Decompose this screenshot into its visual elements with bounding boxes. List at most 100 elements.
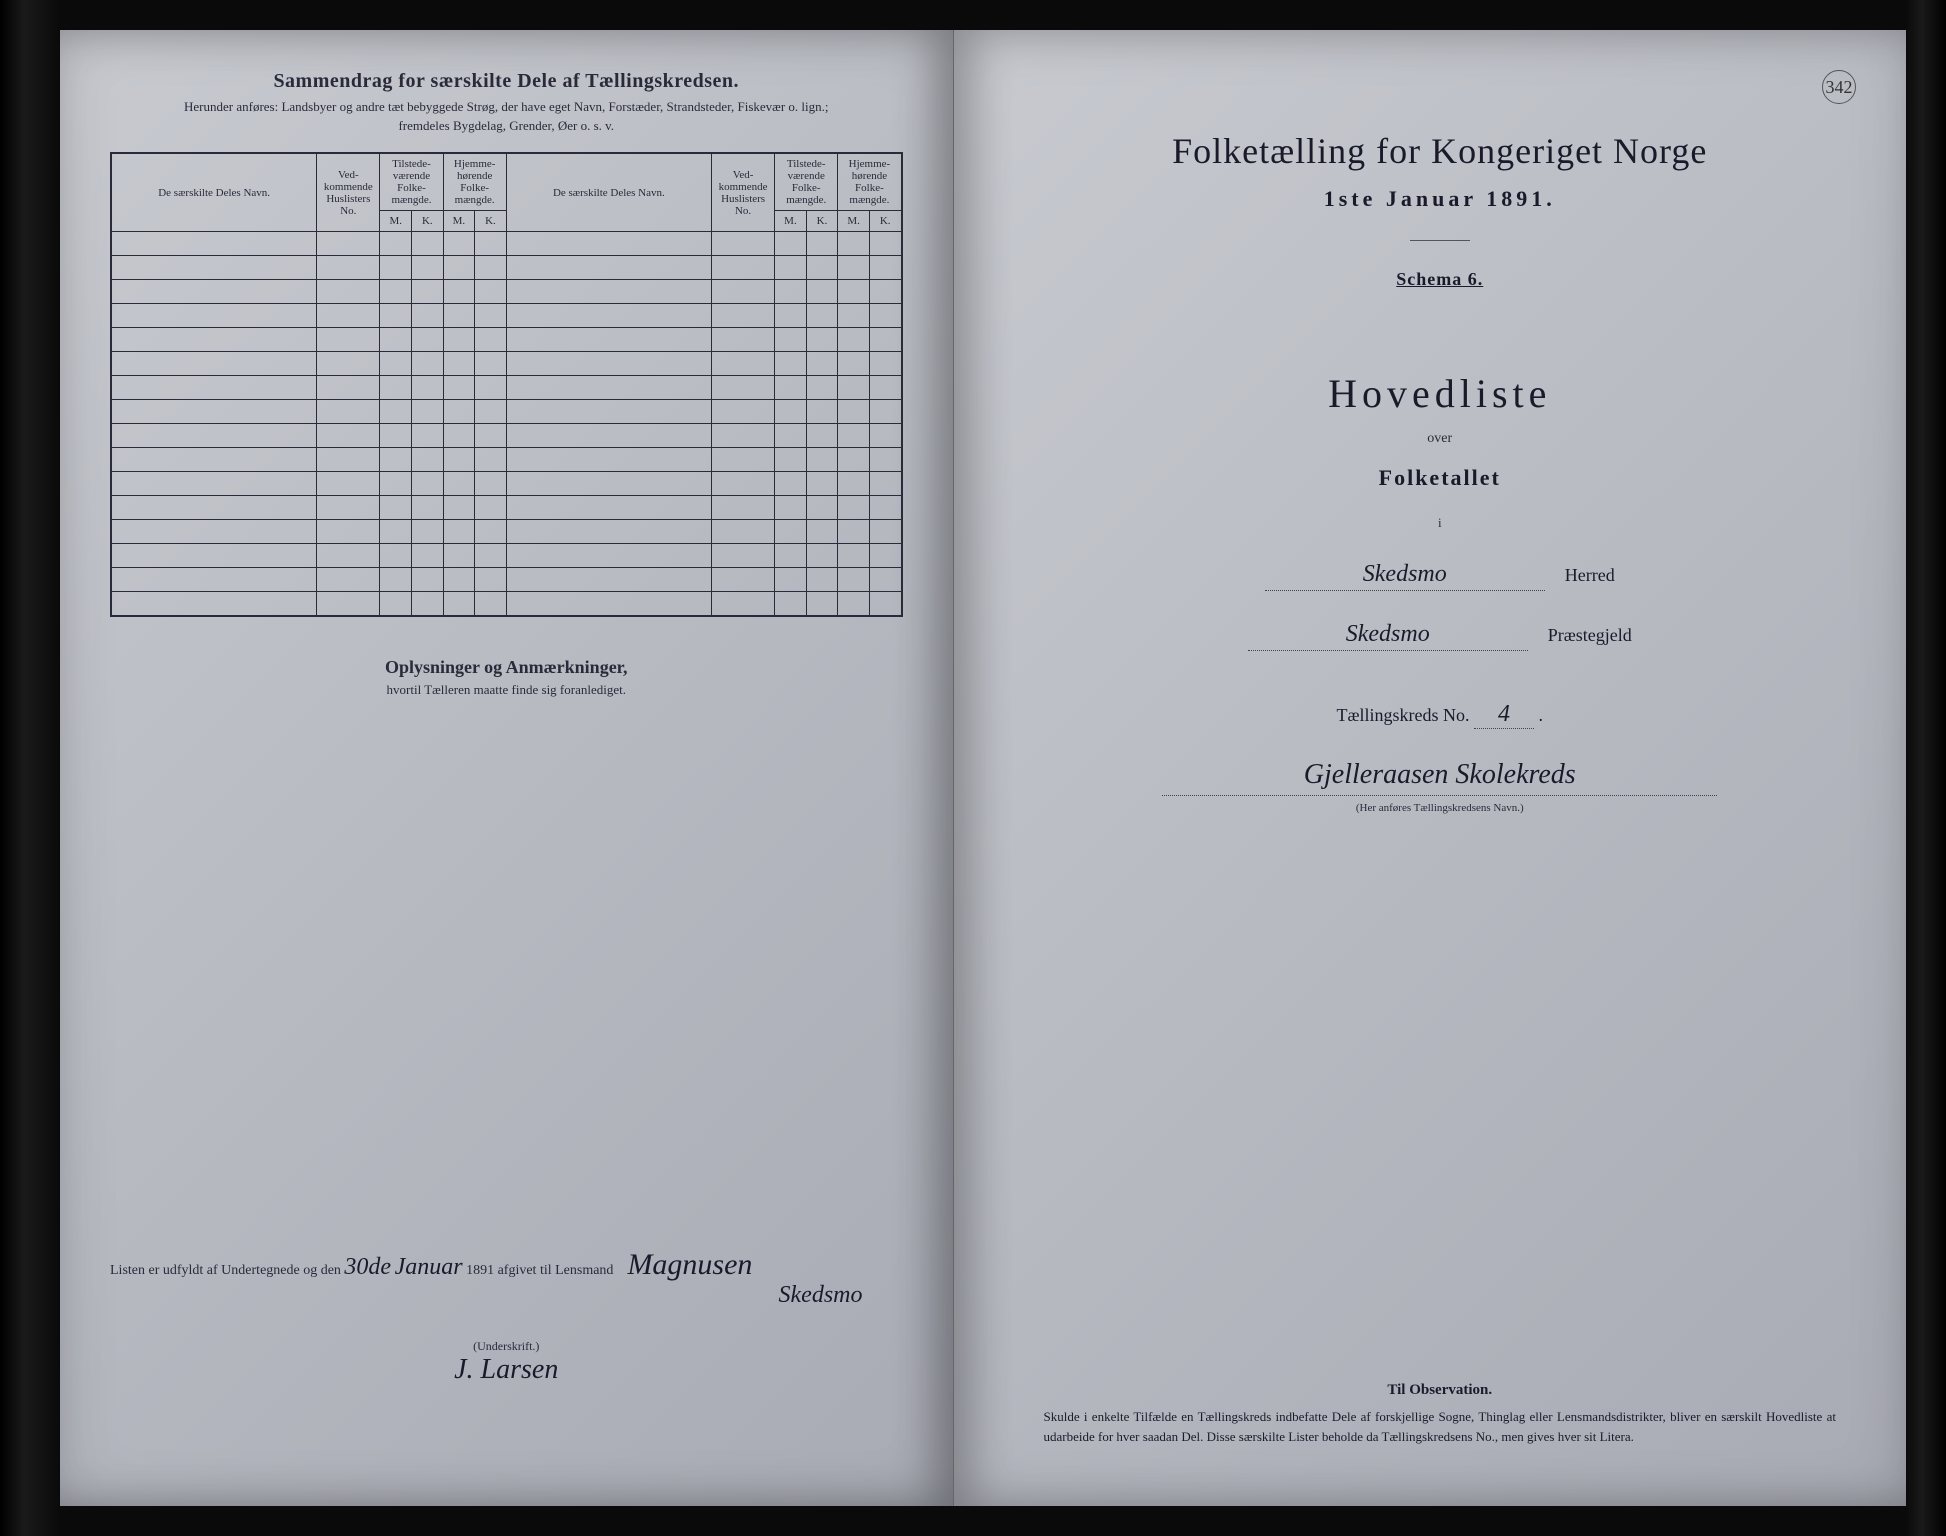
table-cell <box>443 304 475 328</box>
table-head: De særskilte Deles Navn. Ved-kommende Hu… <box>112 154 902 232</box>
table-cell <box>806 400 838 424</box>
kreds-caption: (Her anføres Tællingskredsens Navn.) <box>1044 802 1837 814</box>
table-cell <box>317 280 380 304</box>
table-row <box>112 328 902 352</box>
table-cell <box>380 232 412 256</box>
table-cell <box>443 328 475 352</box>
table-cell <box>712 400 775 424</box>
table-cell <box>775 592 807 616</box>
summary-table-wrap: De særskilte Deles Navn. Ved-kommende Hu… <box>110 152 903 617</box>
table-cell <box>869 544 901 568</box>
table-cell <box>506 544 711 568</box>
table-cell <box>775 232 807 256</box>
summary-subtitle-1: Herunder anføres: Landsbyer og andre tæt… <box>110 99 903 115</box>
table-cell <box>869 328 901 352</box>
table-cell <box>506 328 711 352</box>
table-cell <box>412 328 444 352</box>
table-cell <box>412 424 444 448</box>
over-label: over <box>1044 431 1837 447</box>
table-cell <box>475 448 507 472</box>
table-cell <box>775 256 807 280</box>
table-cell <box>317 424 380 448</box>
table-row <box>112 352 902 376</box>
table-cell <box>112 592 317 616</box>
table-cell <box>112 328 317 352</box>
table-cell <box>506 256 711 280</box>
table-cell <box>712 568 775 592</box>
table-cell <box>838 496 870 520</box>
table-cell <box>869 568 901 592</box>
table-cell <box>806 472 838 496</box>
table-cell <box>475 376 507 400</box>
table-cell <box>380 544 412 568</box>
table-cell <box>838 592 870 616</box>
table-cell <box>443 544 475 568</box>
sign-year-suffix: 1891 afgivet til Lensmand <box>466 1263 613 1278</box>
col-hjemme-2: Hjemme-hørende Folke-mængde. <box>838 154 901 211</box>
folketallet-label: Folketallet <box>1044 465 1837 491</box>
table-cell <box>806 256 838 280</box>
table-cell <box>506 400 711 424</box>
table-cell <box>112 352 317 376</box>
table-cell <box>412 376 444 400</box>
sign-date-month: Januar <box>395 1254 463 1280</box>
table-cell <box>838 328 870 352</box>
table-cell <box>775 544 807 568</box>
table-cell <box>806 232 838 256</box>
table-cell <box>506 352 711 376</box>
table-cell <box>412 280 444 304</box>
table-cell <box>806 592 838 616</box>
table-cell <box>475 232 507 256</box>
praestegjeld-value: Skedsmo <box>1248 621 1528 651</box>
signature-2: J. Larsen <box>454 1354 558 1385</box>
herred-row: Skedsmo Herred <box>1044 561 1837 591</box>
col-k: K. <box>412 211 444 232</box>
table-row <box>112 448 902 472</box>
table-cell <box>380 568 412 592</box>
table-cell <box>443 496 475 520</box>
table-cell <box>443 256 475 280</box>
table-cell <box>443 352 475 376</box>
table-cell <box>806 568 838 592</box>
table-cell <box>775 376 807 400</box>
table-cell <box>475 256 507 280</box>
col-m: M. <box>443 211 475 232</box>
table-cell <box>838 472 870 496</box>
herred-label: Herred <box>1565 565 1615 586</box>
table-row <box>112 280 902 304</box>
table-cell <box>112 256 317 280</box>
table-cell <box>380 280 412 304</box>
table-cell <box>443 592 475 616</box>
table-cell <box>443 424 475 448</box>
table-cell <box>506 304 711 328</box>
table-cell <box>506 280 711 304</box>
table-cell <box>443 568 475 592</box>
table-row <box>112 256 902 280</box>
table-cell <box>317 496 380 520</box>
divider-1 <box>1410 240 1470 241</box>
table-cell <box>412 472 444 496</box>
table-cell <box>712 592 775 616</box>
schema-label: Schema 6. <box>1044 269 1837 290</box>
table-cell <box>112 568 317 592</box>
table-cell <box>412 520 444 544</box>
table-cell <box>806 280 838 304</box>
table-cell <box>317 520 380 544</box>
table-cell <box>869 304 901 328</box>
table-row <box>112 592 902 616</box>
table-row <box>112 232 902 256</box>
table-cell <box>112 520 317 544</box>
kreds-name: Gjelleraasen Skolekreds <box>1162 759 1717 796</box>
notes-subtitle: hvortil Tælleren maatte finde sig foranl… <box>110 682 903 698</box>
table-row <box>112 376 902 400</box>
table-cell <box>838 520 870 544</box>
notes-title: Oplysninger og Anmærkninger, <box>110 657 903 678</box>
table-cell <box>380 376 412 400</box>
table-cell <box>317 472 380 496</box>
table-cell <box>806 376 838 400</box>
table-row <box>112 544 902 568</box>
observation-block: Til Observation. Skulde i enkelte Tilfæl… <box>1044 1382 1837 1446</box>
sign-prefix: Listen er udfyldt af Undertegnede og den <box>110 1263 341 1278</box>
signature-1: Magnusen <box>627 1248 752 1281</box>
table-cell <box>475 592 507 616</box>
